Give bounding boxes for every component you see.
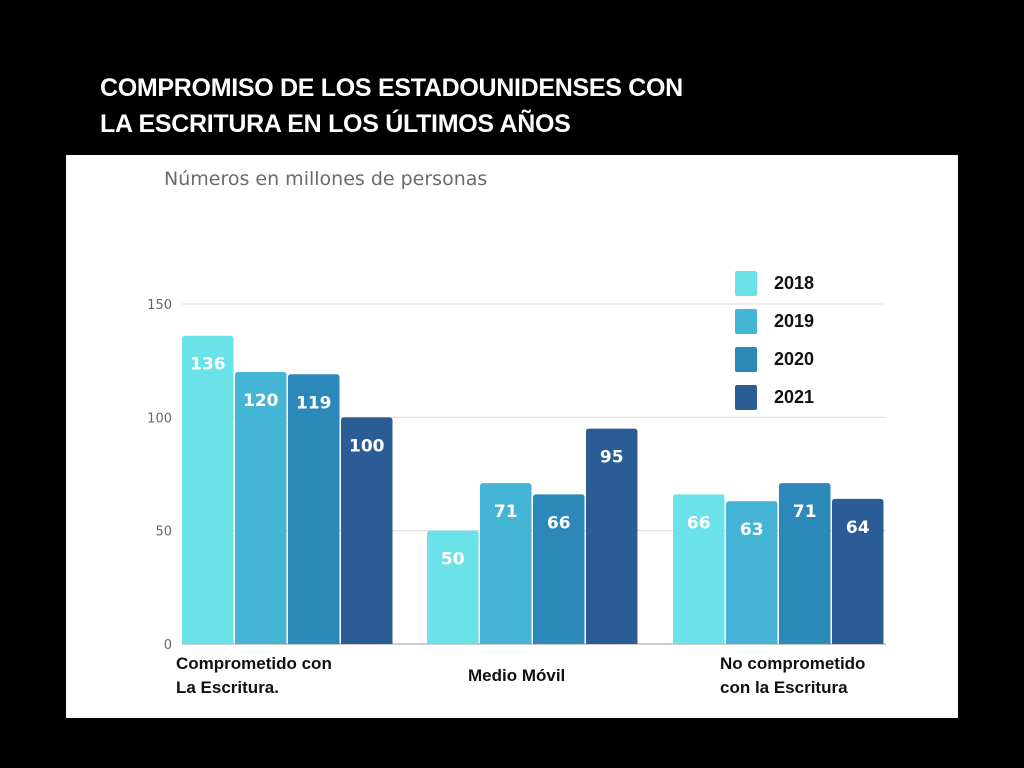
bar [533, 494, 585, 644]
legend-label: 2018 [774, 273, 814, 293]
data-label: 64 [846, 518, 870, 538]
data-label: 66 [687, 513, 711, 533]
x-category-label: Medio Móvil [468, 664, 565, 688]
bar [288, 374, 340, 644]
bar [779, 483, 831, 644]
bar [480, 483, 532, 644]
x-category-label-line: La Escritura. [176, 678, 279, 697]
x-category-label-line: No comprometido [720, 654, 866, 673]
data-label: 71 [793, 502, 817, 522]
x-category-label-line: Comprometido con [176, 654, 332, 673]
bar [341, 417, 393, 644]
bar [427, 530, 479, 644]
y-tick-label: 150 [147, 298, 172, 313]
data-label: 63 [740, 520, 764, 540]
bar [182, 335, 234, 644]
title-line-2: LA ESCRITURA EN LOS ÚLTIMOS AÑOS [100, 110, 571, 138]
data-label: 120 [243, 391, 279, 411]
title-line-1: COMPROMISO DE LOS ESTADOUNIDENSES CON [100, 74, 683, 102]
data-label: 66 [547, 513, 571, 533]
x-category-label: No comprometido con la Escritura [720, 652, 865, 700]
data-label: 119 [296, 393, 332, 413]
data-label: 136 [190, 355, 226, 375]
bar [235, 372, 287, 644]
chart-title: COMPROMISO DE LOS ESTADOUNIDENSES CON LA… [100, 70, 683, 142]
bar [673, 494, 725, 644]
x-category-label-line: Medio Móvil [468, 666, 566, 685]
bar [726, 501, 778, 644]
x-category-label: Comprometido con La Escritura. [176, 652, 332, 700]
legend-label: 2019 [774, 311, 814, 331]
legend-swatch [735, 347, 757, 372]
bar [832, 498, 884, 644]
y-tick-label: 100 [147, 411, 172, 426]
y-tick-label: 50 [155, 525, 172, 540]
legend-swatch [735, 309, 757, 334]
data-label: 71 [494, 502, 518, 522]
legend-swatch [735, 385, 757, 410]
data-label: 100 [349, 436, 385, 456]
legend-label: 2020 [774, 349, 814, 369]
y-tick-label: 0 [164, 638, 172, 653]
legend-swatch [735, 271, 757, 296]
data-label: 95 [600, 448, 624, 468]
chart-subtitle: Números en millones de personas [164, 168, 488, 190]
x-category-label-line: con la Escritura [720, 678, 848, 697]
bar [586, 428, 638, 644]
data-label: 50 [441, 550, 465, 570]
legend-label: 2021 [774, 387, 814, 407]
